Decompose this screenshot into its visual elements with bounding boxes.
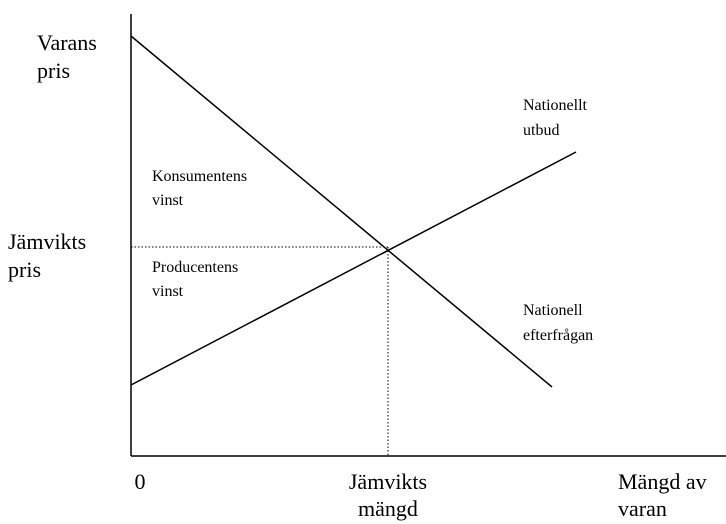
producer-surplus-label: vinst — [152, 283, 184, 300]
demand-label: efterfrågan — [523, 327, 593, 344]
supply-label: utbud — [523, 122, 559, 139]
equilibrium-quantity-label: Jämvikts — [349, 469, 427, 494]
equilibrium-price-label: pris — [8, 257, 41, 282]
consumer-surplus-label: vinst — [152, 192, 184, 209]
demand-line — [130, 35, 553, 388]
supply-line — [130, 151, 577, 386]
x-axis-label: Mängd av — [618, 469, 707, 494]
origin-label: 0 — [135, 469, 146, 494]
demand-label: Nationell — [523, 302, 583, 319]
equilibrium-price-label: Jämvikts — [8, 229, 86, 254]
x-axis-label: varan — [618, 496, 667, 521]
producer-surplus-label: Producentens — [152, 259, 238, 276]
y-axis-label: Varans — [37, 30, 97, 55]
supply-label: Nationellt — [523, 97, 588, 114]
y-axis-label: pris — [37, 58, 70, 83]
equilibrium-quantity-label: mängd — [358, 496, 418, 521]
consumer-surplus-label: Konsumentens — [152, 168, 247, 185]
